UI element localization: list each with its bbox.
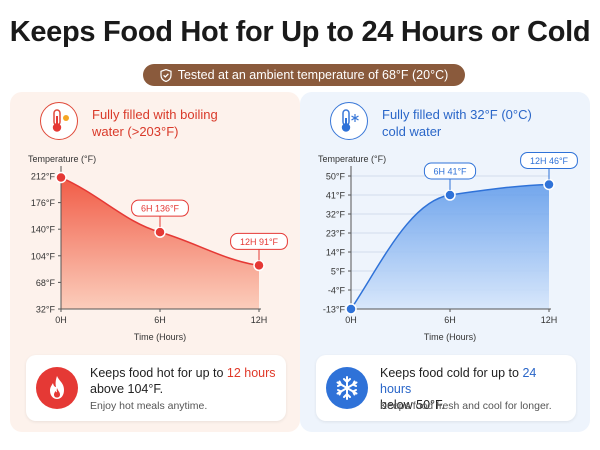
y-tick-label: 32°F — [36, 305, 56, 315]
data-point — [444, 189, 456, 201]
cold-condition-text: Fully filled with 32°F (0°C) cold water — [382, 106, 582, 140]
area-fill — [351, 184, 549, 309]
test-conditions-badge: Tested at an ambient temperature of 68°F… — [143, 64, 465, 86]
y-tick-label: 23°F — [326, 229, 346, 239]
x-tick-label: 0H — [55, 315, 67, 325]
cold-temperature-chart: -13°F -4°F 5°F 14°F 23°F 32°F 41°F 50°F 0H 6H 12H T… — [318, 151, 578, 342]
x-axis-label: Time (Hours) — [424, 332, 476, 342]
hot-card-highlight: 12 hours — [226, 366, 276, 380]
cold-card-subtext: Keeps food fresh and cool for longer. — [380, 400, 552, 412]
shield-check-icon — [160, 68, 172, 82]
data-point — [253, 259, 265, 272]
annotation-label: 6H 136°F — [141, 204, 180, 214]
x-tick-label: 12H — [541, 315, 558, 325]
hot-condition-line2: water (>203°F) — [92, 124, 179, 139]
annotation-label: 12H 46°F — [530, 156, 569, 166]
y-axis-label: Temperature (°F) — [28, 154, 96, 164]
data-point — [55, 171, 67, 184]
y-tick-label: 104°F — [31, 251, 56, 261]
hot-card-main-text: Keeps food hot for up to 12 hours above 1… — [90, 365, 280, 397]
hot-card-text-before: Keeps food hot for up to — [90, 366, 227, 380]
cold-panel: Fully filled with 32°F (0°C) cold water … — [300, 92, 590, 432]
cold-card-text-before: Keeps food cold for up to — [380, 366, 523, 380]
hot-condition-line1: Fully filled with boiling — [92, 107, 218, 122]
y-axis-label: Temperature (°F) — [318, 154, 386, 164]
page-title: Keeps Food Hot for Up to 24 Hours or Col… — [9, 16, 591, 48]
annotation-label: 6H 41°F — [433, 167, 467, 177]
data-point — [154, 226, 166, 238]
y-tick-label: 176°F — [31, 198, 56, 208]
annotation-label: 12H 91°F — [240, 237, 279, 247]
y-tick-label: -13°F — [323, 305, 346, 315]
hot-summary-card: Keeps food hot for up to 12 hours above 1… — [26, 355, 286, 421]
thermometer-cold-icon — [330, 102, 368, 140]
thermometer-hot-icon — [40, 102, 78, 140]
hot-card-text-after: above 104°F. — [90, 382, 164, 396]
hot-temperature-chart: 32°F 68°F 104°F 140°F 176°F 212°F 0H 6H 12H Tempe… — [28, 154, 288, 342]
cold-summary-card: Keeps food cold for up to 24 hours below … — [316, 355, 576, 421]
cold-condition-line1: Fully filled with 32°F (0°C) — [382, 107, 532, 122]
x-tick-label: 6H — [154, 315, 166, 325]
data-point — [543, 178, 555, 191]
y-tick-label: 212°F — [31, 172, 56, 182]
y-tick-label: 41°F — [326, 191, 346, 201]
cold-card-text-after: below 50°F. — [380, 398, 445, 412]
snowflake-icon — [326, 367, 368, 409]
hot-condition-text: Fully filled with boiling water (>203°F) — [92, 106, 292, 140]
y-tick-label: -4°F — [328, 286, 346, 296]
cold-condition-line2: cold water — [382, 124, 442, 139]
flame-icon — [36, 367, 78, 409]
x-axis-label: Time (Hours) — [134, 332, 186, 342]
x-tick-label: 12H — [251, 315, 268, 325]
x-tick-label: 6H — [444, 315, 456, 325]
y-tick-label: 140°F — [31, 225, 56, 235]
cold-card-main-text: Keeps food cold for up to 24 hours below … — [380, 365, 570, 413]
data-point — [345, 303, 357, 315]
annotation-bubble — [131, 199, 189, 217]
badge-text: Tested at an ambient temperature of 68°F… — [177, 68, 449, 82]
y-tick-label: 68°F — [36, 278, 56, 288]
y-tick-label: 5°F — [331, 267, 346, 277]
hot-panel: Fully filled with boiling water (>203°F)… — [10, 92, 300, 432]
y-tick-label: 32°F — [326, 210, 346, 220]
area-fill — [61, 177, 259, 309]
y-tick-label: 14°F — [326, 248, 346, 258]
cold-card-highlight: 24 hours — [380, 366, 537, 396]
y-tick-label: 50°F — [326, 172, 346, 182]
hot-card-subtext: Enjoy hot meals anytime. — [90, 400, 208, 412]
x-tick-label: 0H — [345, 315, 357, 325]
